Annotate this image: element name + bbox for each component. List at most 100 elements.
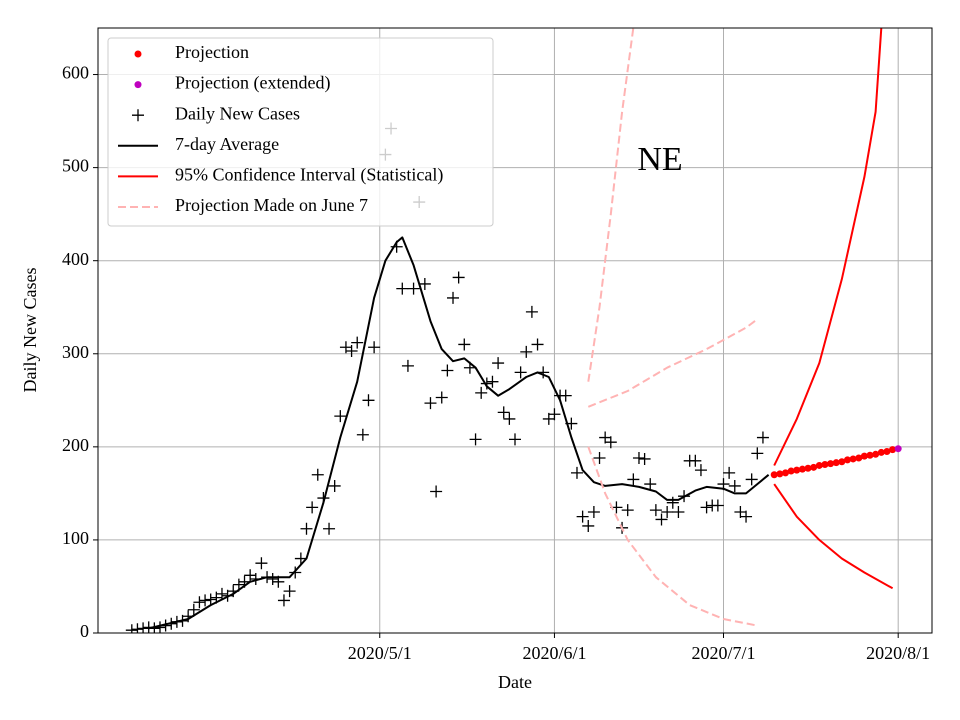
point — [672, 506, 685, 518]
point — [396, 282, 409, 295]
point — [644, 478, 657, 491]
point — [711, 499, 724, 512]
point — [655, 513, 668, 526]
x-axis-label: Date — [498, 672, 532, 692]
point — [289, 566, 302, 579]
point — [125, 624, 138, 633]
point — [401, 359, 414, 372]
point — [497, 406, 510, 419]
point — [860, 452, 868, 460]
point — [798, 465, 806, 473]
point — [877, 448, 885, 456]
point — [661, 506, 674, 518]
point — [520, 345, 533, 358]
point — [486, 375, 499, 388]
point — [525, 305, 538, 318]
point — [345, 344, 358, 357]
point — [593, 452, 606, 465]
point — [193, 596, 206, 609]
point — [728, 479, 741, 492]
point — [849, 455, 857, 463]
point — [407, 282, 420, 295]
point — [542, 412, 555, 425]
point — [441, 364, 454, 377]
point — [435, 391, 448, 404]
legend-label: Projection (extended) — [175, 73, 330, 94]
point — [418, 277, 431, 290]
y-tick-label: 300 — [62, 342, 89, 362]
point — [452, 271, 465, 284]
point — [776, 470, 784, 478]
point — [362, 394, 375, 407]
legend-label: 95% Confidence Interval (Statistical) — [175, 165, 443, 186]
legend-box — [107, 37, 494, 227]
point — [855, 454, 863, 462]
point — [883, 448, 891, 455]
point — [311, 468, 324, 481]
point — [889, 446, 897, 454]
point — [514, 366, 527, 379]
point — [649, 504, 662, 517]
y-tick-label: 600 — [62, 63, 89, 83]
y-axis-label: Daily New Cases — [20, 268, 40, 393]
point — [599, 431, 612, 444]
point — [804, 464, 812, 472]
legend-label: 7-day Average — [175, 134, 279, 154]
legend-marker — [134, 81, 142, 89]
point — [810, 463, 818, 471]
legend-label: Projection — [175, 42, 249, 62]
point — [894, 445, 902, 453]
point — [827, 460, 835, 468]
x-tick-label: 2020/7/1 — [691, 643, 755, 663]
point — [740, 510, 753, 523]
point — [866, 451, 874, 459]
point — [576, 510, 589, 523]
point — [627, 473, 640, 486]
point — [204, 593, 217, 606]
annotation: NE — [637, 141, 682, 178]
x-tick-label: 2020/5/1 — [348, 643, 412, 663]
point — [447, 291, 460, 304]
point — [666, 496, 679, 509]
point — [843, 456, 851, 464]
point — [531, 338, 544, 351]
point — [266, 573, 279, 586]
point — [632, 452, 645, 465]
point — [137, 622, 150, 633]
legend-label: Daily New Cases — [175, 103, 300, 123]
point — [294, 552, 307, 565]
point — [815, 461, 823, 469]
legend-marker — [132, 109, 144, 122]
x-tick-label: 2020/6/1 — [522, 643, 586, 663]
point — [334, 410, 347, 423]
point — [356, 428, 369, 441]
point — [604, 436, 617, 449]
point — [723, 466, 736, 479]
point — [587, 506, 600, 518]
point — [469, 433, 482, 446]
x-tick-label: 2020/8/1 — [866, 643, 930, 663]
point — [734, 506, 747, 518]
point — [458, 338, 471, 351]
point — [621, 504, 634, 517]
point — [492, 357, 505, 370]
point — [187, 603, 200, 616]
point — [306, 501, 319, 514]
point — [131, 623, 144, 633]
point — [689, 454, 702, 467]
point — [323, 522, 336, 535]
point — [872, 450, 880, 458]
point — [215, 587, 228, 600]
point — [832, 459, 840, 467]
point — [700, 501, 713, 514]
point — [821, 461, 829, 469]
y-tick-label: 200 — [62, 435, 89, 455]
point — [503, 412, 516, 425]
point — [751, 447, 764, 460]
point — [793, 466, 801, 474]
point — [582, 519, 595, 532]
y-tick-label: 100 — [62, 528, 89, 548]
point — [838, 458, 846, 466]
point — [430, 485, 443, 498]
